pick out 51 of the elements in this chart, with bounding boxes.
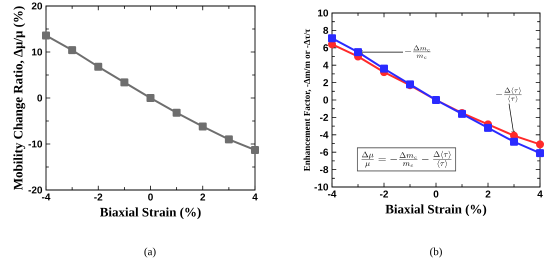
- x-axis-title: Biaxial Strain (%): [100, 207, 201, 220]
- x-tick-label: 2: [486, 190, 490, 198]
- point: [328, 34, 336, 42]
- text: (b): [430, 248, 442, 258]
- x-tick-label: -4: [42, 194, 50, 200]
- x-axis-title: Biaxial Strain (%): [386, 204, 486, 216]
- x-tick-label: 0: [148, 194, 153, 201]
- point: [94, 62, 102, 71]
- y-tick-label: 0: [323, 96, 328, 104]
- y-tick-label: 10: [32, 48, 42, 56]
- annotation: $-\frac{\Delta m_c}{m_c}$: [405, 45, 430, 59]
- y-axis-title: Enhancement Factor, -Δm/m or -Δτ/τ: [304, 28, 312, 172]
- x-tick-label: -4: [328, 190, 336, 198]
- point: [380, 64, 388, 73]
- y-tick-label: 10: [318, 9, 328, 17]
- x-tick-label: 4: [537, 190, 543, 198]
- point: [251, 146, 259, 154]
- annotation: $\frac{\Delta\mu}{\mu}=-\frac{\Delta m_c}{m_c}-\frac{\Delta\langle\tau\rangle}{\langle\tau\rangle}$: [362, 150, 452, 168]
- y-tick-label: -10: [314, 183, 328, 191]
- point: [198, 122, 207, 131]
- text: (a): [144, 248, 156, 258]
- point: [146, 94, 155, 102]
- x-tick-label: -2: [94, 194, 102, 200]
- y-tick-label: 6: [323, 44, 328, 52]
- y-tick-label: 2: [323, 79, 328, 86]
- y-tick-label: -10: [28, 140, 42, 148]
- point: [224, 135, 233, 144]
- point: [42, 31, 50, 40]
- point: [68, 46, 76, 54]
- point: [172, 108, 181, 117]
- y-tick-label: -6: [320, 148, 328, 156]
- y-tick-label: -4: [320, 131, 328, 138]
- y-tick-label: -2: [320, 114, 328, 121]
- annotation: $-\frac{\Delta\langle\tau\rangle}{\langle\tau\rangle}$: [496, 87, 522, 102]
- point: [354, 48, 362, 56]
- point: [120, 78, 128, 86]
- point: [484, 124, 492, 132]
- y-tick-label: 20: [32, 2, 42, 10]
- y-tick-label: 8: [323, 26, 328, 34]
- x-tick-label: -2: [380, 190, 388, 198]
- y-tick-label: -20: [28, 186, 42, 194]
- x-tick-label: 0: [434, 190, 438, 198]
- point: [510, 138, 518, 146]
- y-tick-label: 4: [323, 62, 328, 69]
- x-tick-label: 4: [252, 194, 258, 200]
- y-tick-label: 0: [37, 94, 42, 102]
- point: [536, 149, 544, 158]
- x-tick-label: 2: [200, 194, 206, 200]
- y-tick-label: -8: [320, 166, 328, 174]
- y-axis-title: Mobility Change Ratio, Δμ/μ (%): [13, 6, 26, 190]
- point: [536, 140, 544, 148]
